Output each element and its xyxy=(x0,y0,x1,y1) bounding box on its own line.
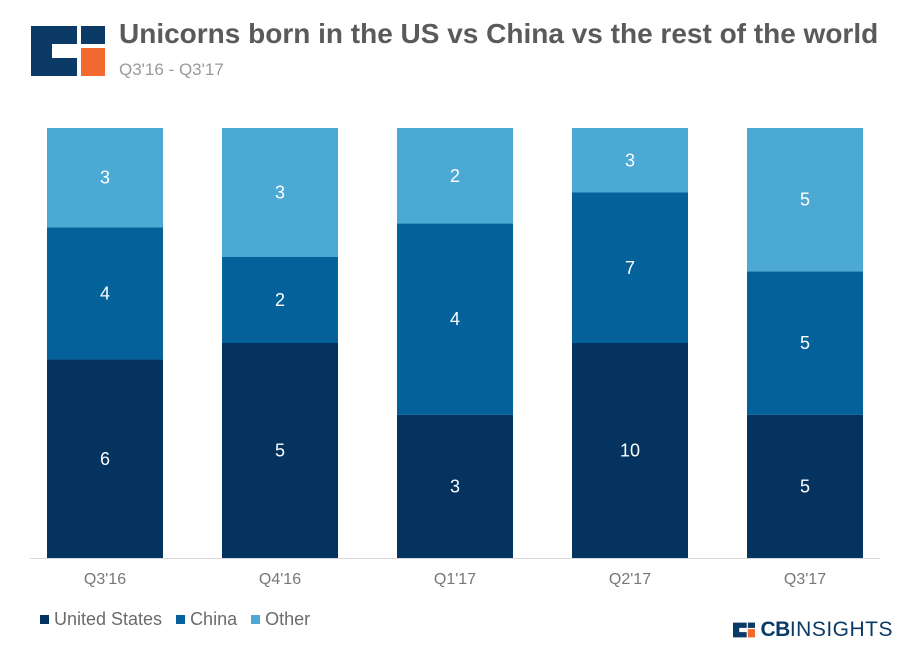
bar-segment-china xyxy=(397,223,513,415)
bar-segment-china xyxy=(47,227,163,360)
data-label-united-states: 5 xyxy=(275,441,285,461)
legend-item-other: Other xyxy=(251,609,310,630)
cb-insights-logo-icon xyxy=(31,26,105,76)
legend-item-china: China xyxy=(176,609,237,630)
bar-segment-china xyxy=(747,271,863,415)
chart-subtitle: Q3'16 - Q3'17 xyxy=(119,60,224,79)
brand-cb-text: CB xyxy=(760,618,790,641)
data-label-china: 4 xyxy=(100,283,110,303)
bar-segment-china xyxy=(572,192,688,343)
data-label-other: 3 xyxy=(275,183,285,203)
bar-segment-other xyxy=(397,128,513,224)
x-tick-label: Q2'17 xyxy=(609,571,651,588)
data-label-other: 3 xyxy=(100,168,110,188)
bar-segment-united-states xyxy=(572,343,688,558)
bar-segment-other xyxy=(747,128,863,272)
bar-segment-other xyxy=(47,128,163,228)
legend-label-united-states: United States xyxy=(54,608,163,629)
data-label-united-states: 10 xyxy=(620,441,640,461)
data-label-united-states: 6 xyxy=(100,449,110,469)
legend-swatch-united-states xyxy=(40,614,49,624)
data-label-other: 2 xyxy=(450,166,460,186)
data-label-other: 3 xyxy=(625,150,635,170)
bar-segment-united-states xyxy=(222,343,338,558)
legend: United States China Other xyxy=(40,608,324,630)
data-label-china: 4 xyxy=(450,309,460,329)
data-label-china: 5 xyxy=(800,333,810,353)
x-tick-label: Q3'17 xyxy=(784,571,826,588)
legend-item-united-states: United States xyxy=(40,609,162,630)
legend-label-other: Other xyxy=(265,608,311,629)
legend-swatch-other xyxy=(251,614,261,624)
bar-segment-other xyxy=(572,128,688,193)
brand-insights-text: INSIGHTS xyxy=(789,618,893,641)
bar-segment-china xyxy=(222,257,338,343)
chart-title: Unicorns born in the US vs China vs the … xyxy=(119,18,879,49)
bar-segment-other xyxy=(222,128,338,257)
data-label-other: 5 xyxy=(800,190,810,210)
bar-segment-united-states xyxy=(747,414,863,558)
data-label-china: 7 xyxy=(625,258,635,278)
legend-swatch-china xyxy=(176,614,186,624)
cb-insights-brand: CB INSIGHTS xyxy=(733,616,893,644)
x-tick-label: Q3'16 xyxy=(84,571,126,588)
bar-segment-united-states xyxy=(47,359,163,558)
data-label-china: 2 xyxy=(275,290,285,310)
legend-label-china: China xyxy=(190,608,238,629)
cb-insights-mark-icon xyxy=(733,622,756,638)
x-tick-label: Q4'16 xyxy=(259,571,301,588)
x-tick-label: Q1'17 xyxy=(434,571,476,588)
data-label-united-states: 5 xyxy=(800,476,810,496)
data-label-united-states: 3 xyxy=(450,476,460,496)
bar-segment-united-states xyxy=(397,414,513,558)
